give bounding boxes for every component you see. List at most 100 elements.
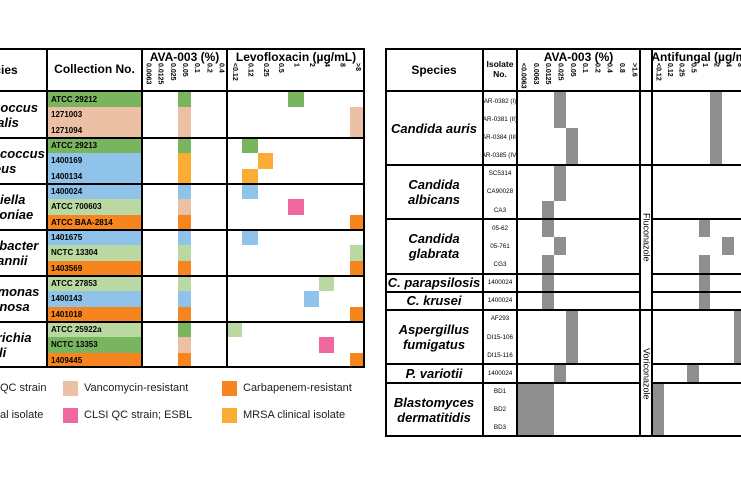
collection-cell: 1271094 (47, 122, 142, 138)
ava-mic-bar (541, 273, 554, 292)
column-border (226, 48, 228, 368)
ava-mic-bar (178, 291, 191, 307)
species-name-line: C. parapsilosis (387, 275, 481, 291)
legend-label: Vancomycin-resistant (84, 382, 189, 394)
tick-text: 0.05 (180, 63, 188, 77)
legend-swatch-esbl (63, 407, 78, 423)
species-name-line: C. krusei (406, 293, 462, 309)
collection-label: AR-0382 (I) (483, 97, 517, 105)
ava-mic-bar (566, 346, 579, 365)
species-name-line: aeruginosa (0, 298, 30, 314)
species-cell: Escherichiacoli (0, 322, 47, 368)
species-header: Species (0, 63, 18, 77)
ava-mic-bar (178, 306, 191, 322)
species-name-line: albicans (407, 191, 461, 207)
collection-label: 1271003 (51, 110, 83, 120)
species-cell: Candida auris (385, 92, 483, 165)
collection-cell: CA90028 (483, 183, 517, 201)
ava-mic-bar (541, 200, 554, 220)
legend-swatch-carbapenem (222, 380, 237, 396)
collection-label: 05-62 (491, 224, 509, 232)
tick-text: 0.8 (618, 63, 626, 73)
collection-cell: 1400169 (47, 153, 142, 169)
species-cell: Staphylococcusaureus (0, 138, 47, 184)
collection-label: AF293 (490, 315, 510, 323)
species-name-line: glabrata (408, 246, 460, 262)
levo-mic-bar (242, 229, 258, 246)
species-cell: C. krusei (385, 292, 483, 310)
species-name-line: Blastomyces (393, 394, 475, 410)
legend-label: al isolate (0, 409, 44, 421)
collection-label: ATCC 29212 (51, 95, 98, 105)
anti-mic-bar (652, 400, 664, 419)
tick-label: 0.025 (166, 63, 178, 90)
species-name-line: Escherichia (0, 329, 32, 345)
band-border (0, 136, 365, 139)
ava-mic-bar (178, 122, 191, 138)
tick-label: 0.12 (664, 63, 676, 90)
tick-label: 0.1 (579, 63, 591, 90)
tick-label: 0.025 (554, 63, 566, 90)
ava-mic-bar (178, 321, 191, 338)
tick-label: 8 (334, 63, 349, 90)
levo-mic-bar (242, 183, 258, 200)
collection-cell: 1400143 (47, 291, 142, 307)
ava-mic-bar (541, 291, 554, 310)
tick-text: 0.12 (246, 63, 254, 77)
tick-label: 0.1 (191, 63, 203, 90)
ava-mic-bar (517, 418, 554, 437)
legend-item: CLSI QC strain; ESBL (63, 407, 192, 423)
ava-mic-bar (178, 352, 191, 368)
species-name-line: aureus (0, 160, 17, 176)
collection-cell: NCTC 13353 (47, 337, 142, 353)
species-name-line: dermatitidis (397, 409, 471, 425)
collection-label: 05-761 (490, 242, 510, 250)
ava-mic-bar (178, 137, 191, 154)
levo-mic-bar (319, 337, 335, 353)
collection-cell: 1400024 (483, 364, 517, 382)
anti-mic-bar (652, 382, 664, 401)
tick-text: <0.0063 (519, 63, 527, 89)
tick-label: 0.5 (273, 63, 288, 90)
collection-label: AR-0384 (III) (481, 133, 519, 141)
tick-label: 0.0125 (542, 63, 554, 90)
tick-text: 8 (338, 63, 346, 67)
collection-label: 1271094 (51, 125, 83, 135)
tick-label: <0.0063 (517, 63, 529, 90)
anti-mic-bar (698, 291, 711, 310)
azole-cell: Fluconazole (640, 165, 652, 310)
ava-mic-bar (178, 199, 191, 215)
table-border (0, 365, 365, 368)
ava-mic-bar (566, 328, 579, 347)
species-cell: Enterococcusfaecalis (0, 92, 47, 138)
collection-label: CA90028 (486, 188, 514, 196)
collection-cell: 1403569 (47, 260, 142, 276)
legend-item: al isolate (0, 407, 43, 423)
tick-label: 0.25 (675, 63, 687, 90)
tick-label: 0.0063 (142, 63, 154, 90)
tick-label: <0.12 (652, 63, 664, 90)
band-border (385, 272, 640, 275)
tick-text: 0.5 (277, 63, 285, 73)
collection-cell: DI15-106 (483, 328, 517, 346)
collection-cell: ATCC 29212 (47, 92, 142, 108)
tick-text: 0.25 (677, 63, 685, 77)
collection-label: DI15-116 (487, 351, 513, 359)
tick-label: 0.2 (591, 63, 603, 90)
ava-title: AVA-003 (%) (543, 50, 614, 64)
tick-text: 0.4 (217, 63, 225, 73)
ava-mic-bar (178, 214, 191, 230)
tick-label: 0.5 (687, 63, 699, 90)
band-border (0, 274, 365, 277)
tick-text: 0.12 (665, 63, 673, 77)
collection-cell: 1409445 (47, 352, 142, 368)
collection-label: AR-0385 (IV) (481, 152, 519, 160)
band-border (0, 228, 365, 231)
collection-label: DI15-106 (487, 333, 513, 341)
tick-text: 0.025 (556, 63, 564, 81)
tick-label: 0.2 (203, 63, 215, 90)
tick-label: 4 (319, 63, 334, 90)
legend-item: Carbapenem-resistant (222, 380, 352, 396)
collection-cell: BD2 (483, 401, 517, 419)
fungi-table: Species Isolate No. AVA-003 (%) <0.0063 0.006… (385, 48, 741, 437)
